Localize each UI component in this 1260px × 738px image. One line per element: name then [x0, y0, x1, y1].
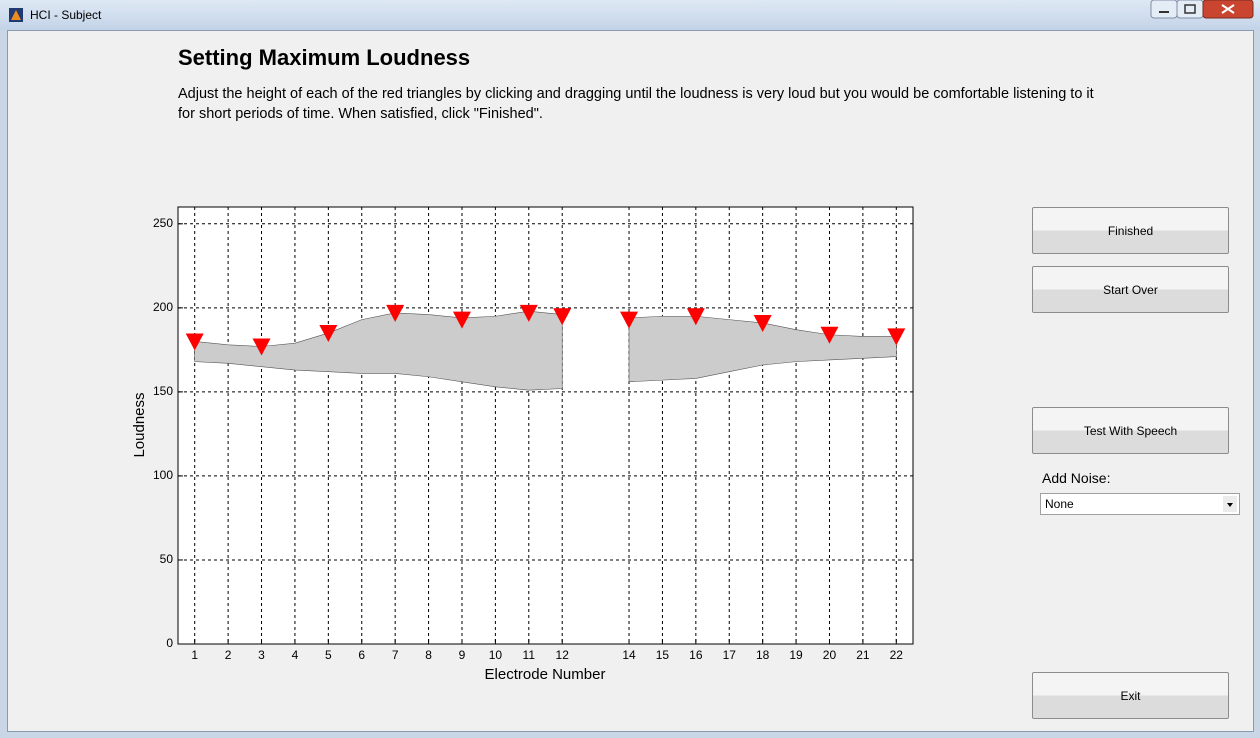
minimize-button[interactable]: [1150, 0, 1178, 19]
finished-button[interactable]: Finished: [1032, 207, 1229, 254]
instructions: Adjust the height of each of the red tri…: [178, 86, 1094, 122]
x-tick-label: 11: [523, 648, 536, 662]
x-tick-label: 17: [723, 648, 737, 662]
loudness-marker[interactable]: [887, 328, 906, 346]
axes-box: [177, 206, 914, 645]
dropdown-value: None: [1045, 497, 1074, 511]
x-tick-label: 20: [823, 648, 837, 662]
x-tick-label: 7: [392, 648, 399, 662]
maximize-button[interactable]: [1176, 0, 1204, 19]
y-tick-label: 100: [153, 468, 173, 482]
x-tick-label: 14: [622, 648, 636, 662]
x-tick-label: 3: [258, 648, 265, 662]
x-tick-label: 10: [489, 648, 503, 662]
x-tick-label: 4: [292, 648, 299, 662]
y-tick-label: 200: [153, 300, 173, 314]
x-tick-label: 18: [756, 648, 770, 662]
x-tick-label: 8: [425, 648, 432, 662]
test-speech-button[interactable]: Test With Speech: [1032, 407, 1229, 454]
plot-area: [178, 207, 913, 644]
loudness-marker[interactable]: [452, 311, 471, 329]
y-tick-label: 50: [160, 552, 174, 566]
loudness-marker[interactable]: [753, 314, 772, 332]
x-tick-label: 2: [225, 648, 232, 662]
x-tick-label: 5: [325, 648, 332, 662]
noise-dropdown[interactable]: None: [1040, 493, 1240, 515]
x-tick-label: 9: [459, 648, 466, 662]
loudness-marker[interactable]: [620, 311, 639, 329]
exit-button[interactable]: Exit: [1032, 672, 1229, 719]
window-title: HCI - Subject: [30, 8, 102, 22]
x-tick-label: 19: [789, 648, 803, 662]
chart: Electrode Number Loudness 05010015020025…: [131, 206, 914, 683]
window-controls: [1150, 0, 1254, 19]
y-tick-label: 250: [153, 216, 173, 230]
x-tick-label: 15: [656, 648, 670, 662]
y-tick-label: 150: [153, 384, 173, 398]
start-over-button[interactable]: Start Over: [1032, 266, 1229, 313]
noise-label: Add Noise:: [1042, 470, 1111, 486]
dropdown-arrow[interactable]: [1223, 496, 1237, 512]
x-axis-label: Electrode Number: [485, 666, 606, 683]
loudness-marker[interactable]: [185, 333, 204, 351]
title-bar: HCI - Subject: [0, 0, 1260, 30]
heading: Setting Maximum Loudness: [178, 45, 471, 70]
loudness-marker[interactable]: [319, 325, 338, 343]
loudness-marker[interactable]: [519, 304, 538, 322]
loudness-marker[interactable]: [553, 308, 572, 326]
app-icon: [9, 8, 23, 22]
y-axis-label: Loudness: [131, 392, 148, 457]
x-tick-label: 16: [689, 648, 703, 662]
loudness-marker[interactable]: [386, 304, 405, 322]
x-tick-label: 12: [556, 648, 570, 662]
y-tick-label: 0: [166, 636, 173, 650]
x-tick-label: 6: [358, 648, 365, 662]
loudness-marker[interactable]: [820, 326, 839, 344]
x-tick-label: 1: [191, 648, 198, 662]
x-tick-label: 22: [890, 648, 904, 662]
loudness-marker[interactable]: [686, 308, 705, 326]
x-tick-label: 21: [856, 648, 870, 662]
loudness-marker[interactable]: [252, 338, 271, 356]
